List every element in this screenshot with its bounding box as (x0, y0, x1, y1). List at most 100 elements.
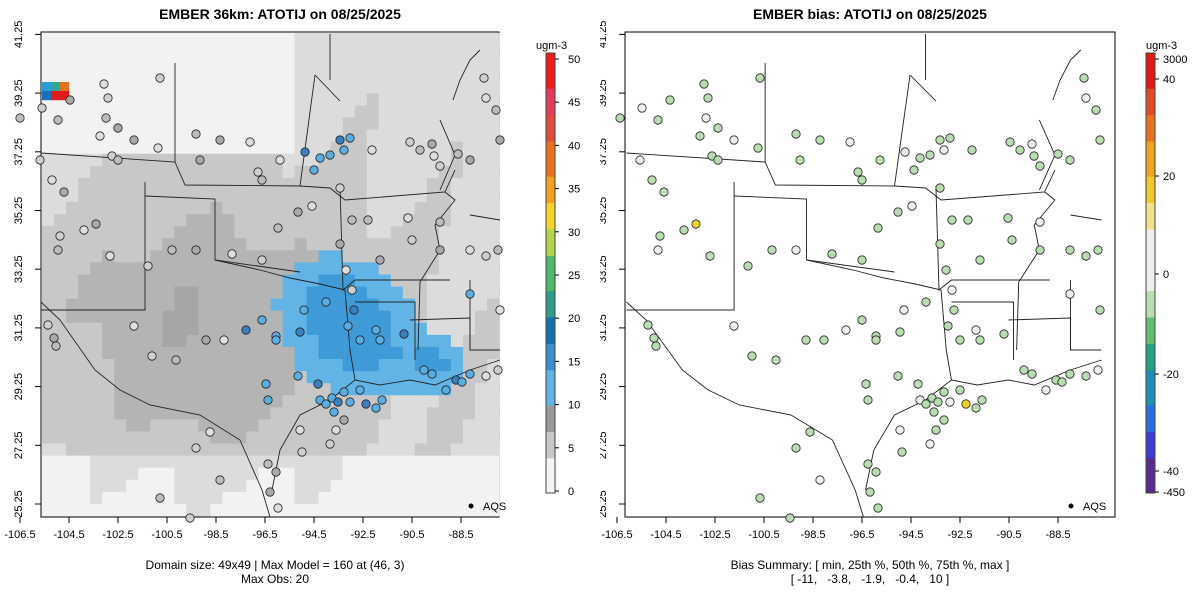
grid-cell (198, 69, 211, 82)
grid-cell (234, 226, 247, 239)
monitor-site (429, 151, 439, 161)
x-tick-label: -88.5 (448, 529, 473, 541)
grid-cell (66, 69, 79, 82)
grid-cell (174, 250, 187, 263)
colorbar-swatch (1146, 343, 1155, 353)
grid-cell (66, 141, 79, 155)
grid-cell (174, 467, 187, 481)
grid-cell (450, 334, 464, 348)
grid-cell (342, 165, 356, 179)
colorbar-swatch (546, 343, 555, 353)
colorbar-swatch (546, 123, 555, 133)
left-aqs-legend-label: AQS (483, 501, 506, 513)
monitor-site (895, 425, 905, 435)
grid-cell (402, 57, 416, 70)
grid-cell (306, 214, 320, 227)
grid-cell (450, 202, 464, 215)
grid-cell (282, 310, 295, 324)
monitor-site (59, 187, 69, 197)
grid-cell (486, 262, 500, 275)
grid-cell (174, 33, 187, 46)
monitor-site (307, 201, 317, 211)
grid-cell (414, 69, 428, 82)
grid-cell (210, 334, 223, 348)
grid-cell (198, 262, 211, 275)
grid-cell (126, 153, 139, 167)
colorbar-swatch (1146, 308, 1155, 318)
grid-cell (438, 334, 452, 348)
left-caption-line1: Domain size: 49x49 | Max Model = 160 at … (145, 558, 405, 572)
grid-cell (330, 491, 344, 505)
grid-cell (330, 117, 344, 130)
grid-cell (438, 467, 452, 481)
monitor-site (935, 239, 945, 249)
grid-cell (66, 226, 79, 239)
monitor-site (1081, 371, 1091, 381)
grid-cell (402, 45, 416, 58)
grid-cell (282, 105, 295, 118)
grid-cell (210, 93, 223, 106)
grid-cell (426, 346, 440, 360)
monitor-site (871, 467, 881, 477)
grid-cell (78, 250, 91, 263)
monitor-site (361, 399, 371, 409)
monitor-site (325, 150, 335, 160)
colorbar-tick-label: -40 (1163, 466, 1179, 478)
grid-cell (318, 117, 332, 130)
colorbar-swatch (546, 246, 555, 256)
grid-cell (318, 455, 332, 469)
grid-cell (234, 491, 247, 505)
grid-cell (426, 383, 440, 396)
grid-cell (234, 153, 247, 167)
grid-cell (450, 69, 464, 82)
monitor-site (1057, 377, 1067, 387)
grid-cell (234, 250, 247, 263)
grid-cell (42, 407, 55, 420)
grid-cell (486, 69, 500, 82)
monitor-site (705, 251, 715, 261)
colorbar-tick-label: 0 (568, 486, 574, 498)
grid-cell (282, 93, 295, 106)
grid-cell (162, 262, 175, 275)
grid-cell (138, 33, 151, 46)
grid-cell (138, 141, 151, 155)
grid-cell (318, 189, 332, 203)
x-tick-label: -100.5 (151, 529, 182, 541)
monitor-site (167, 245, 177, 255)
grid-cell (282, 467, 295, 481)
monitor-site (1035, 217, 1045, 227)
grid-cell (126, 93, 139, 106)
grid-cell (90, 165, 103, 179)
right-y-axis: 25.2527.2529.2531.2533.2535.2537.2539.25… (600, 21, 625, 518)
grid-cell (366, 371, 380, 384)
grid-cell (174, 214, 187, 227)
monitor-site (931, 425, 941, 435)
grid-cell (234, 129, 247, 143)
state-border (355, 301, 416, 360)
monitor-site (815, 475, 825, 485)
colorbar-swatch (1146, 422, 1155, 432)
grid-cell (390, 455, 404, 469)
grid-cell (162, 491, 175, 505)
grid-cell (294, 165, 307, 179)
grid-cell (438, 105, 452, 118)
grid-cell (270, 69, 283, 82)
grid-cell (354, 346, 368, 360)
grid-cell (342, 226, 356, 239)
grid-cell (378, 214, 392, 227)
grid-cell (486, 274, 500, 287)
x-tick-label: -96.5 (849, 529, 874, 541)
grid-cell (378, 467, 392, 481)
grid-cell (414, 419, 428, 432)
grid-cell (426, 81, 440, 94)
grid-cell (486, 346, 500, 360)
grid-cell (390, 226, 404, 239)
grid-cell (138, 395, 151, 408)
grid-cell (234, 443, 247, 457)
grid-cell (354, 274, 368, 287)
grid-cell (390, 479, 404, 493)
grid-cell (126, 383, 139, 396)
grid-cell (198, 238, 211, 251)
grid-cell (114, 262, 127, 275)
